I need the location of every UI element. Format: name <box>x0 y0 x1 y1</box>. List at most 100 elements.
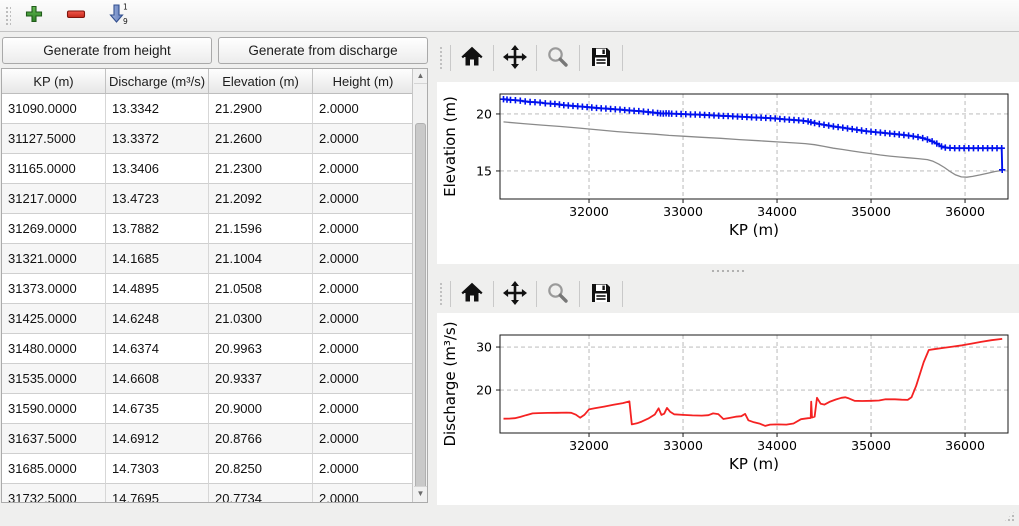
table-cell[interactable]: 31590.0000 <box>2 394 106 424</box>
table-cell[interactable]: 13.7882 <box>106 214 209 244</box>
table-cell[interactable]: 14.7695 <box>106 484 209 502</box>
table-cell[interactable]: 14.6608 <box>106 364 209 394</box>
table-cell[interactable]: 21.0300 <box>209 304 313 334</box>
table-row[interactable]: 31732.5000 14.7695 20.7734 2.0000 <box>2 484 427 502</box>
table-cell[interactable]: 21.2300 <box>209 154 313 184</box>
save-button[interactable] <box>586 279 616 309</box>
table-row[interactable]: 31480.0000 14.6374 20.9963 2.0000 <box>2 334 427 364</box>
table-row[interactable]: 31269.0000 13.7882 21.1596 2.0000 <box>2 214 427 244</box>
table-cell[interactable]: 2.0000 <box>313 304 414 334</box>
table-row[interactable]: 31217.0000 13.4723 21.2092 2.0000 <box>2 184 427 214</box>
discharge-chart[interactable]: 32000 33000 34000 35000 36000 20 30 KP (m) Disch… <box>437 313 1019 505</box>
table-row[interactable]: 31127.5000 13.3372 21.2600 2.0000 <box>2 124 427 154</box>
table-cell[interactable]: 2.0000 <box>313 394 414 424</box>
toolbar-drag-handle[interactable] <box>5 5 11 26</box>
table-row[interactable]: 31685.0000 14.7303 20.8250 2.0000 <box>2 454 427 484</box>
sort-rows-button[interactable]: 1 9 <box>103 3 133 29</box>
table-cell[interactable]: 31480.0000 <box>2 334 106 364</box>
table-cell[interactable]: 31685.0000 <box>2 454 106 484</box>
toolbar-drag-handle[interactable] <box>439 46 444 70</box>
table-cell[interactable]: 31165.0000 <box>2 154 106 184</box>
table-cell[interactable]: 31127.5000 <box>2 124 106 154</box>
window-resize-grip[interactable] <box>1003 510 1016 523</box>
table-cell[interactable]: 14.7303 <box>106 454 209 484</box>
scroll-up-arrow-icon[interactable]: ▲ <box>414 69 427 84</box>
table-cell[interactable]: 20.9963 <box>209 334 313 364</box>
table-cell[interactable]: 20.9000 <box>209 394 313 424</box>
table-cell[interactable]: 14.6248 <box>106 304 209 334</box>
elevation-chart[interactable]: 32000 33000 34000 35000 36000 15 20 KP (m) Eleva… <box>437 82 1019 264</box>
generate-from-discharge-button[interactable]: Generate from discharge <box>218 37 428 64</box>
table-cell[interactable]: 2.0000 <box>313 364 414 394</box>
table-cell[interactable]: 14.6912 <box>106 424 209 454</box>
scrollbar-thumb[interactable] <box>415 123 426 495</box>
profile-table[interactable]: KP (m) Discharge (m³/s) Elevation (m) Heigh… <box>1 68 428 503</box>
table-vertical-scrollbar[interactable]: ▲ ▼ <box>412 69 427 502</box>
table-cell[interactable]: 2.0000 <box>313 334 414 364</box>
table-cell[interactable]: 31321.0000 <box>2 244 106 274</box>
table-cell[interactable]: 20.9337 <box>209 364 313 394</box>
table-row[interactable]: 31590.0000 14.6735 20.9000 2.0000 <box>2 394 427 424</box>
zoom-button[interactable] <box>543 43 573 73</box>
table-cell[interactable]: 14.1685 <box>106 244 209 274</box>
table-cell[interactable]: 21.2092 <box>209 184 313 214</box>
table-cell[interactable]: 2.0000 <box>313 484 414 502</box>
home-button[interactable] <box>457 279 487 309</box>
table-cell[interactable]: 20.8766 <box>209 424 313 454</box>
table-row[interactable]: 31165.0000 13.3406 21.2300 2.0000 <box>2 154 427 184</box>
table-cell[interactable]: 31269.0000 <box>2 214 106 244</box>
remove-row-button[interactable] <box>61 3 91 29</box>
table-cell[interactable]: 13.4723 <box>106 184 209 214</box>
table-row[interactable]: 31373.0000 14.4895 21.0508 2.0000 <box>2 274 427 304</box>
table-row[interactable]: 31090.0000 13.3342 21.2900 2.0000 <box>2 94 427 124</box>
pan-button[interactable] <box>500 279 530 309</box>
table-cell[interactable]: 31535.0000 <box>2 364 106 394</box>
column-header-3[interactable]: Height (m) <box>313 69 414 93</box>
table-row[interactable]: 31637.5000 14.6912 20.8766 2.0000 <box>2 424 427 454</box>
table-cell[interactable]: 31732.5000 <box>2 484 106 502</box>
table-cell[interactable]: 21.0508 <box>209 274 313 304</box>
table-row[interactable]: 31425.0000 14.6248 21.0300 2.0000 <box>2 304 427 334</box>
add-row-button[interactable] <box>19 3 49 29</box>
table-cell[interactable]: 20.7734 <box>209 484 313 502</box>
table-row[interactable]: 31321.0000 14.1685 21.1004 2.0000 <box>2 244 427 274</box>
table-cell[interactable]: 20.8250 <box>209 454 313 484</box>
home-button[interactable] <box>457 43 487 73</box>
table-cell[interactable]: 31373.0000 <box>2 274 106 304</box>
table-cell[interactable]: 21.2900 <box>209 94 313 124</box>
table-cell[interactable]: 13.3342 <box>106 94 209 124</box>
table-cell[interactable]: 2.0000 <box>313 454 414 484</box>
table-cell[interactable]: 21.1004 <box>209 244 313 274</box>
generate-from-height-button[interactable]: Generate from height <box>2 37 212 64</box>
pan-button[interactable] <box>500 43 530 73</box>
table-cell[interactable]: 31425.0000 <box>2 304 106 334</box>
table-cell[interactable]: 2.0000 <box>313 184 414 214</box>
table-cell[interactable]: 21.2600 <box>209 124 313 154</box>
column-header-0[interactable]: KP (m) <box>2 69 106 93</box>
table-row[interactable]: 31535.0000 14.6608 20.9337 2.0000 <box>2 364 427 394</box>
table-cell[interactable]: 14.4895 <box>106 274 209 304</box>
table-cell[interactable]: 31090.0000 <box>2 94 106 124</box>
column-header-2[interactable]: Elevation (m) <box>209 69 313 93</box>
table-cell[interactable]: 2.0000 <box>313 124 414 154</box>
table-cell[interactable]: 21.1596 <box>209 214 313 244</box>
table-cell[interactable]: 2.0000 <box>313 214 414 244</box>
table-cell[interactable]: 2.0000 <box>313 94 414 124</box>
zoom-button[interactable] <box>543 279 573 309</box>
column-header-1[interactable]: Discharge (m³/s) <box>106 69 209 93</box>
table-cell[interactable]: 14.6374 <box>106 334 209 364</box>
table-body: 31090.0000 13.3342 21.2900 2.0000 31127.5000… <box>2 94 427 502</box>
table-cell[interactable]: 2.0000 <box>313 424 414 454</box>
table-cell[interactable]: 13.3372 <box>106 124 209 154</box>
scroll-down-arrow-icon[interactable]: ▼ <box>414 486 427 501</box>
table-cell[interactable]: 31637.5000 <box>2 424 106 454</box>
table-cell[interactable]: 2.0000 <box>313 154 414 184</box>
table-cell[interactable]: 2.0000 <box>313 244 414 274</box>
save-button[interactable] <box>586 43 616 73</box>
toolbar-drag-handle[interactable] <box>439 282 444 306</box>
table-cell[interactable]: 31217.0000 <box>2 184 106 214</box>
chart-splitter-handle[interactable] <box>437 266 1019 275</box>
table-cell[interactable]: 2.0000 <box>313 274 414 304</box>
table-cell[interactable]: 13.3406 <box>106 154 209 184</box>
table-cell[interactable]: 14.6735 <box>106 394 209 424</box>
